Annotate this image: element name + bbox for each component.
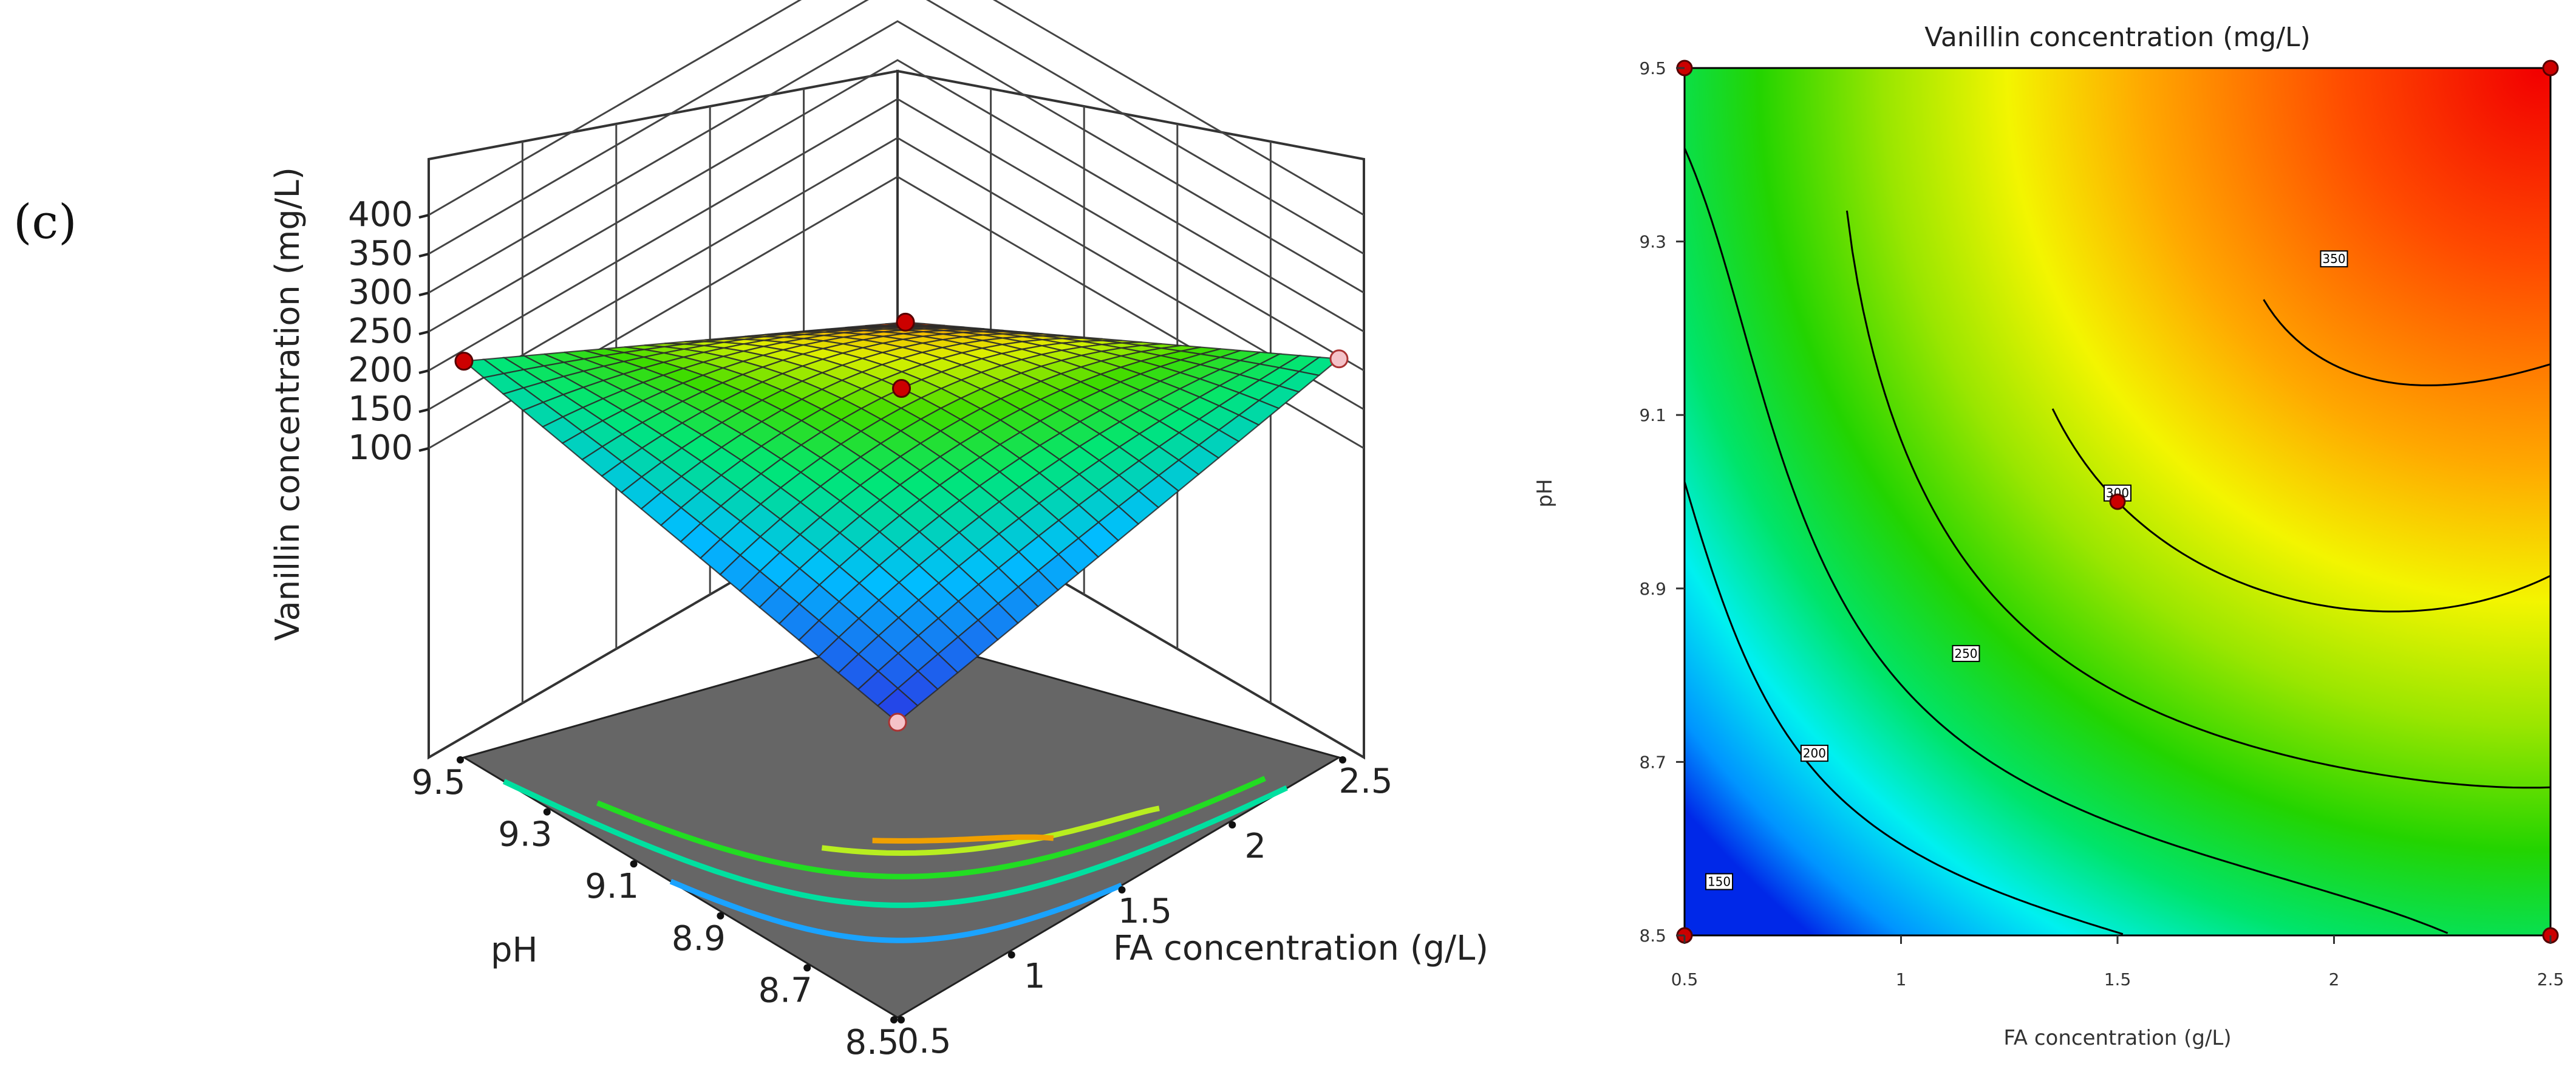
x-tick-mark	[898, 1016, 905, 1023]
wall-grid-z	[428, 0, 1365, 255]
y-tick-label: 9.3	[498, 815, 552, 855]
y-tick-mark	[803, 964, 811, 972]
z-tick-mark	[418, 447, 429, 452]
design-point	[896, 312, 915, 332]
x-tick-label: 0.5	[897, 1022, 951, 1061]
z-axis-label: Vanillin concentration (mg/L)	[268, 167, 307, 641]
z-tick-mark	[418, 292, 429, 296]
x-tick-mark	[1228, 821, 1236, 829]
contour-y-tick-label: 8.5	[1639, 926, 1666, 946]
contour-label: 350	[2322, 251, 2345, 266]
contour-label-box	[1952, 644, 1980, 662]
contour-line-350	[2263, 299, 2551, 386]
contour-y-tick-label: 9.1	[1639, 405, 1666, 425]
floor-plane	[462, 634, 1341, 1019]
y-tick-label: 8.5	[845, 1023, 899, 1062]
floor-contour-150	[669, 878, 1123, 943]
z-tick-label: 350	[348, 234, 413, 273]
z-tick-label: 400	[348, 195, 413, 234]
x-tick-label: 1	[1024, 957, 1046, 996]
z-tick-label: 150	[348, 389, 413, 429]
y-tick-label: 9.1	[585, 867, 639, 906]
contour-label: 150	[1708, 874, 1731, 889]
z-tick-label: 200	[348, 350, 413, 390]
design-point	[454, 352, 474, 371]
contour-label: 250	[1954, 646, 1977, 661]
y-tick-label: 9.5	[411, 763, 465, 802]
contour-x-tick-label: 0.5	[1671, 969, 1699, 989]
z-tick-mark	[418, 214, 429, 219]
x-tick-label: 2.5	[1338, 762, 1392, 801]
x-tick-mark	[1007, 951, 1015, 958]
contour-line-300	[2051, 408, 2551, 613]
wall-grid-z	[428, 59, 1365, 333]
contour-design-point	[2109, 493, 2126, 510]
contour-title: Vanillin concentration (mg/L)	[1924, 22, 2311, 53]
y-tick-mark	[457, 756, 464, 764]
contour-label: 200	[1803, 746, 1826, 760]
contour-y-tick-label: 9.3	[1639, 232, 1666, 252]
contour-y-tick-label: 8.9	[1639, 579, 1666, 599]
contour-y-label: pH	[1533, 479, 1557, 507]
contour-line-200	[1683, 148, 2448, 934]
x-tick-label: 2	[1244, 827, 1266, 866]
z-tick-mark	[418, 330, 429, 335]
wall-grid-z	[428, 98, 1365, 372]
y-tick-mark	[717, 912, 724, 920]
contour-x-tick-label: 2.5	[2537, 969, 2564, 989]
wall-grid-z	[428, 0, 1365, 216]
wall-grid-z	[428, 137, 1365, 411]
surface-cell	[876, 687, 919, 723]
z-tick-mark	[418, 408, 429, 413]
contour-line-250	[1845, 210, 2551, 789]
floor-contour-350	[872, 834, 1054, 844]
contour-line-150	[1683, 481, 2124, 935]
contour-x-label: FA concentration (g/L)	[2003, 1026, 2231, 1050]
contour-y-tick-label: 9.5	[1639, 58, 1666, 78]
contour-x-tick-label: 1	[1896, 969, 1907, 989]
design-point	[1329, 349, 1349, 369]
contour-label-box	[2320, 250, 2348, 268]
design-point	[892, 379, 911, 398]
x-tick-mark	[1339, 756, 1346, 764]
y-tick-mark	[890, 1016, 898, 1023]
contour-label-box	[1705, 873, 1734, 890]
contour-x-tick-label: 1.5	[2104, 969, 2131, 989]
z-tick-mark	[418, 369, 429, 374]
panel-label: (c)	[13, 195, 77, 250]
z-tick-label: 100	[348, 428, 413, 468]
design-point	[888, 712, 907, 732]
floor-contour-250	[596, 776, 1266, 880]
z-tick-mark	[418, 253, 429, 258]
y-tick-label: 8.9	[672, 919, 726, 958]
z-tick-label: 300	[348, 273, 413, 312]
contour-label-box	[1800, 745, 1828, 762]
y-tick-mark	[543, 808, 551, 816]
contour-y-tick-label: 8.7	[1639, 752, 1666, 772]
y-tick-mark	[630, 860, 638, 868]
y-tick-label: 8.7	[758, 971, 813, 1010]
x-tick-label: 1.5	[1118, 892, 1172, 931]
z-tick-label: 250	[348, 312, 413, 351]
x-tick-mark	[1118, 886, 1126, 893]
y-axis-label: pH	[491, 931, 538, 970]
contour-design-point	[2542, 60, 2559, 77]
floor-contour-200	[502, 779, 1288, 908]
contour-x-tick-label: 2	[2329, 969, 2340, 989]
wall-grid-z	[428, 20, 1365, 294]
x-axis-label: FA concentration (g/L)	[1113, 929, 1488, 968]
